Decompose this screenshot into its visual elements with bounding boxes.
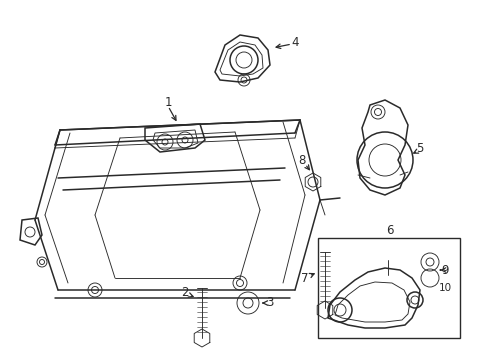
Text: 7: 7 — [301, 271, 308, 284]
Text: 9: 9 — [440, 264, 448, 276]
Bar — [317, 238, 459, 338]
Text: 4: 4 — [291, 36, 298, 49]
Text: 1: 1 — [164, 95, 171, 108]
Text: 3: 3 — [266, 297, 273, 310]
Text: 8: 8 — [298, 153, 305, 166]
Text: 2: 2 — [181, 287, 188, 300]
Text: 6: 6 — [386, 224, 393, 237]
Text: 10: 10 — [438, 283, 450, 293]
Text: 5: 5 — [415, 141, 423, 154]
